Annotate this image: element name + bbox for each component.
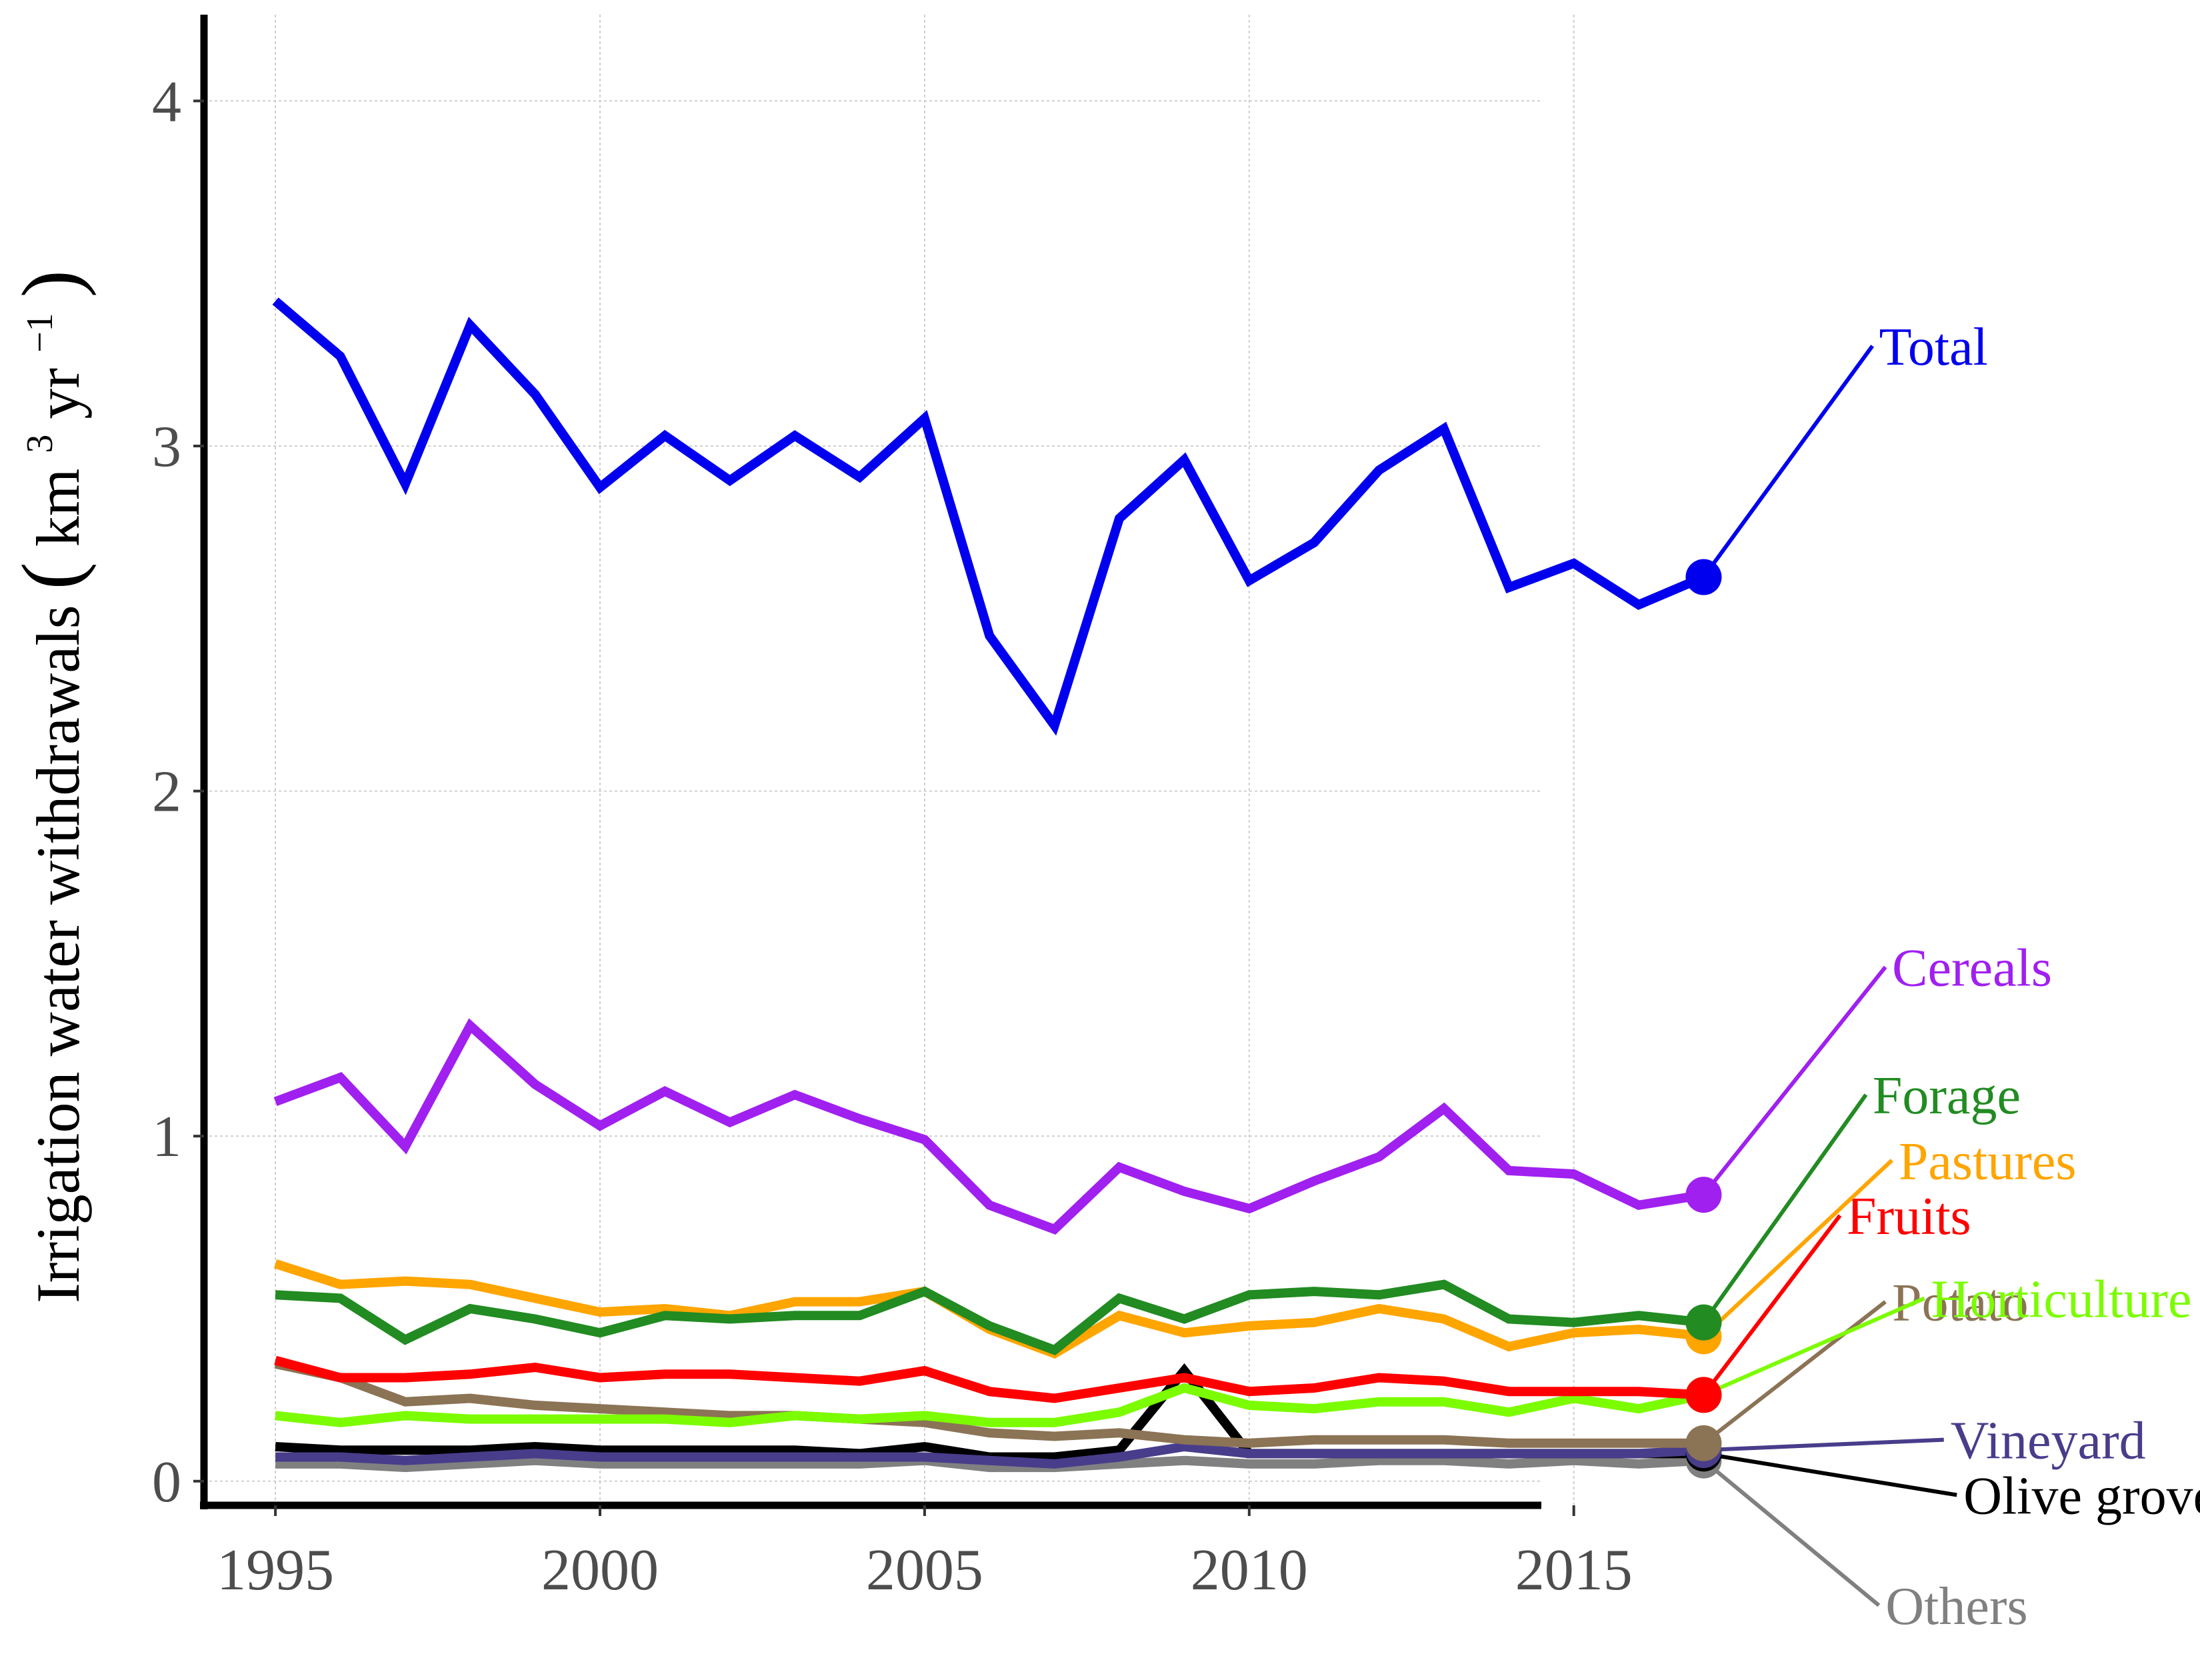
series-leader-total (1702, 345, 1875, 579)
x-tick-label-2000: 2000 (541, 1538, 659, 1603)
series-label-vineyard: Vineyard (1951, 1412, 2146, 1471)
series-label-total: Total (1879, 318, 1988, 377)
series-label-horticulture: Horticulture (1931, 1270, 2192, 1329)
series-line-total (272, 297, 1706, 736)
series-leader-olive-grove (1703, 1451, 1957, 1497)
series-line-others (275, 1455, 1704, 1473)
grid-lines (204, 15, 1575, 1505)
y-tick-label-2: 2 (152, 760, 181, 825)
series-line-vineyard (275, 1441, 1704, 1469)
x-tick-label-2015: 2015 (1515, 1538, 1633, 1603)
y-tick-label-3: 3 (152, 415, 181, 479)
y-axis-title-open-paren: ( (5, 562, 97, 589)
series-label-pastures: Pastures (1899, 1132, 2077, 1191)
axis-ticks: 1995 2000 2005 2010 2015 0 1 2 3 4 (152, 69, 1633, 1603)
series-leader-vineyard (1703, 1437, 1944, 1453)
series-leader-fruits (1702, 1214, 1842, 1397)
x-tick-label-2010: 2010 (1191, 1538, 1308, 1603)
y-axis-title-sup-minus1: −1 (19, 313, 61, 353)
series-line-cereals (273, 1018, 1705, 1235)
y-axis-title-close-paren: ) (5, 270, 97, 297)
axes (200, 15, 1541, 1509)
y-axis-title-unit-km: km (24, 469, 92, 547)
y-axis-title-main: Irrigation water withdrawals (24, 589, 92, 1303)
series-leader-horticulture (1703, 1296, 1925, 1397)
series-leader-others (1702, 1459, 1881, 1607)
series-label-others: Others (1885, 1577, 2027, 1636)
series-label-fruits: Fruits (1847, 1187, 1971, 1246)
series-leader-cereals (1702, 965, 1887, 1197)
series-line-horticulture (275, 1383, 1705, 1427)
series-label-cereals: Cereals (1892, 939, 2052, 998)
series-line-forage (275, 1279, 1705, 1356)
series-label-forage: Forage (1873, 1067, 2021, 1125)
series-leader-pastures (1702, 1159, 1893, 1338)
y-tick-label-0: 0 (152, 1450, 181, 1515)
series-leader-forage (1702, 1093, 1868, 1324)
y-axis-title: Irrigation water withdrawals ( km 3 yr −… (0, 270, 97, 1303)
series-line-potato (274, 1359, 1704, 1448)
series-label-olive-grove: Olive grove (1963, 1467, 2200, 1525)
y-axis-title-unit-yr: yr (24, 368, 92, 419)
y-tick-label-1: 1 (152, 1105, 181, 1169)
y-tick-label-4: 4 (152, 69, 181, 134)
series-leader-potato (1702, 1300, 1887, 1445)
x-tick-label-2005: 2005 (866, 1538, 983, 1603)
series-line-fruits (274, 1355, 1704, 1403)
y-axis-title-sup-3: 3 (19, 435, 61, 453)
x-tick-label-1995: 1995 (217, 1538, 334, 1603)
series-lines (272, 297, 1706, 1473)
